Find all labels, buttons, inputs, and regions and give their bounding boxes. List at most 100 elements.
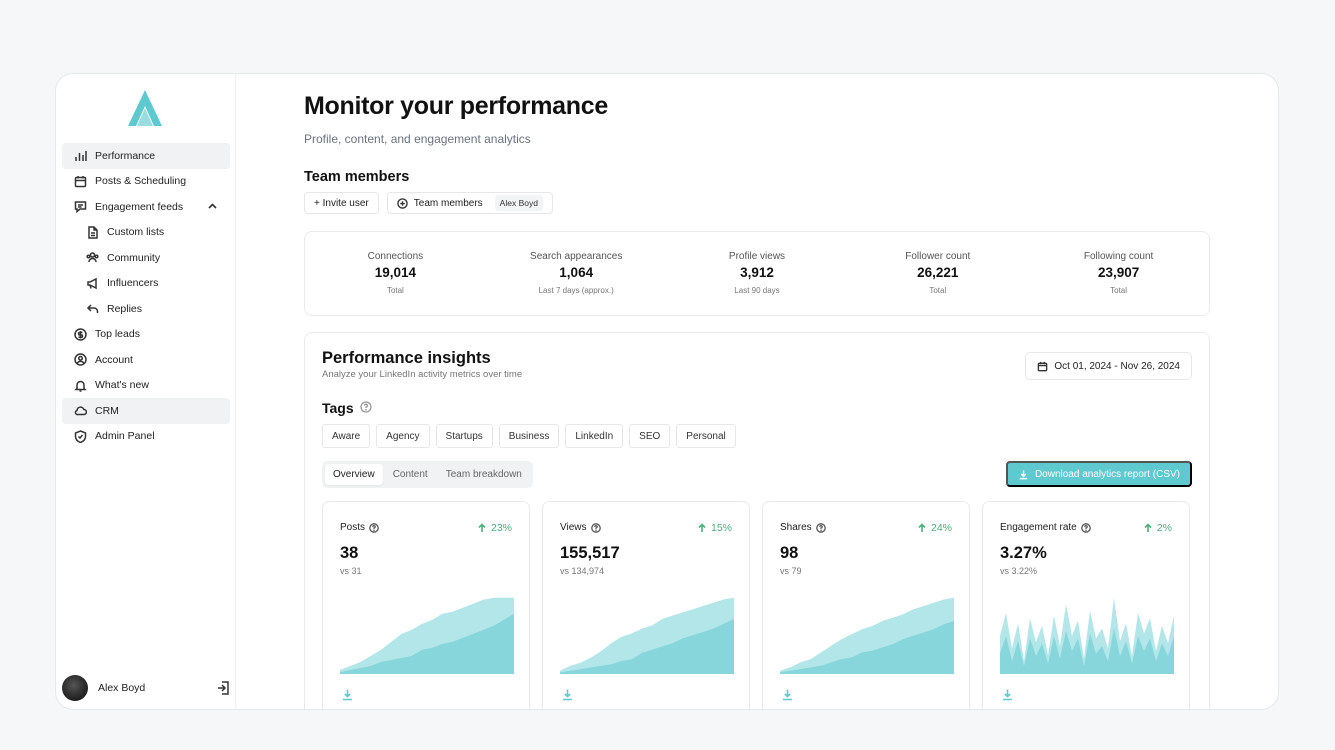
metric-card-posts: Posts 23% 38 vs 31 [322, 501, 530, 709]
metric-cards: Posts 23% 38 vs 31 Views 15% 155,517 vs 134,974… [322, 501, 1190, 709]
chevron-up-icon[interactable] [207, 201, 218, 212]
sidebar-item-community[interactable]: Community [62, 245, 230, 271]
metric-value: 98 [780, 544, 799, 562]
page-subtitle: Profile, content, and engagement analyti… [304, 132, 531, 146]
tag-personal[interactable]: Personal [676, 424, 736, 448]
sidebar-item-custom-lists[interactable]: Custom lists [62, 220, 230, 246]
metric-comparison: vs 3.22% [1000, 566, 1038, 576]
stat-value: 3,912 [740, 265, 774, 280]
sidebar-item-what-s-new[interactable]: What's new [62, 373, 230, 399]
metric-label-group: Shares [780, 522, 826, 533]
arrow-up-icon [1144, 523, 1152, 532]
user-profile[interactable]: Alex Boyd [62, 673, 232, 703]
avatar[interactable] [62, 675, 88, 701]
sidebar-item-admin-panel[interactable]: Admin Panel [62, 424, 230, 450]
stat-sub: Total [1110, 286, 1128, 295]
tab-content[interactable]: Content [392, 469, 428, 480]
sidebar-item-label: Top leads [95, 328, 140, 341]
calendar-icon [1038, 361, 1048, 371]
download-report-button[interactable]: Download analytics report (CSV) [1005, 461, 1192, 487]
tag-startups[interactable]: Startups [435, 424, 493, 448]
area-series-2 [560, 618, 734, 674]
delta-value: 15% [710, 522, 732, 534]
metric-delta: 23% [477, 522, 512, 534]
tag-aware[interactable]: Aware [322, 424, 371, 448]
tag-seo[interactable]: SEO [629, 424, 671, 448]
help-icon[interactable] [590, 522, 601, 533]
metric-delta: 2% [1143, 522, 1172, 534]
tab-overview[interactable]: Overview [325, 464, 383, 485]
help-icon[interactable] [1080, 522, 1091, 533]
brand-logo[interactable] [126, 88, 164, 130]
sidebar-item-influencers[interactable]: Influencers [62, 271, 230, 297]
profile-stats: Connections 19,014 Total Search appearances… [304, 231, 1210, 316]
sidebar-item-label: Influencers [107, 277, 159, 290]
sidebar-item-label: Custom lists [107, 226, 165, 239]
date-range-label: Oct 01, 2024 - Nov 26, 2024 [1054, 360, 1180, 372]
tag-business[interactable]: Business [498, 424, 560, 448]
metric-label: Posts [340, 522, 366, 533]
metric-label: Views [560, 522, 587, 533]
stat-label: Connections [367, 251, 424, 262]
tag-linkedin[interactable]: LinkedIn [565, 424, 624, 448]
tags-title: Tags [322, 400, 354, 416]
date-range-picker[interactable]: Oct 01, 2024 - Nov 26, 2024 [1025, 352, 1192, 380]
metric-area-chart [560, 597, 734, 674]
sidebar-item-account[interactable]: Account [62, 347, 230, 373]
stat-label: Following count [1083, 251, 1154, 262]
stat-follower-count: Follower count 26,221 Total [847, 232, 1028, 315]
download-icon[interactable] [781, 688, 794, 701]
chat-icon [74, 200, 87, 214]
metric-card-shares: Shares 24% 98 vs 79 [762, 501, 970, 709]
area-series-2 [340, 613, 514, 674]
sidebar-item-top-leads[interactable]: Top leads [62, 322, 230, 348]
arrow-up-icon [698, 523, 706, 532]
logout-icon[interactable] [216, 680, 232, 696]
sidebar-item-crm[interactable]: CRM [62, 398, 230, 424]
download-report-label: Download analytics report (CSV) [1034, 468, 1180, 480]
user-name: Alex Boyd [98, 682, 146, 694]
metric-label-group: Engagement rate [1000, 522, 1091, 533]
sidebar-item-engagement-feeds[interactable]: Engagement feeds [62, 194, 230, 220]
sidebar-item-performance[interactable]: Performance [62, 143, 230, 169]
tag-agency[interactable]: Agency [376, 424, 430, 448]
metric-value: 155,517 [560, 544, 620, 562]
metric-comparison: vs 79 [780, 566, 802, 576]
tab-team-breakdown[interactable]: Team breakdown [445, 469, 522, 480]
insights-tabs: Overview Content Team breakdown [322, 461, 533, 488]
metric-comparison: vs 31 [340, 566, 362, 576]
help-icon[interactable] [354, 400, 372, 416]
reply-icon [86, 302, 99, 315]
invite-user-button[interactable]: + Invite user [304, 192, 379, 214]
cloud-icon [74, 404, 87, 417]
download-icon[interactable] [1001, 688, 1014, 701]
sidebar-item-replies[interactable]: Replies [62, 296, 230, 322]
stat-label: Profile views [728, 251, 786, 262]
metric-value: 3.27% [1000, 544, 1047, 562]
metric-label-group: Posts [340, 522, 379, 533]
download-icon[interactable] [561, 688, 574, 701]
help-icon[interactable] [815, 522, 826, 533]
stat-profile-views: Profile views 3,912 Last 90 days [667, 232, 848, 315]
performance-insights: Performance insights Analyze your Linked… [304, 332, 1210, 709]
sidebar-item-label: Community [107, 251, 161, 264]
metric-area-chart [340, 597, 514, 674]
bar-chart-icon [74, 149, 87, 162]
stat-sub: Total [386, 286, 404, 295]
team-section-title: Team members [304, 169, 410, 185]
team-members-button[interactable]: Team members Alex Boyd [386, 192, 553, 214]
download-icon[interactable] [341, 688, 354, 701]
insights-title: Performance insights [322, 349, 491, 367]
stat-label: Follower count [905, 251, 971, 262]
metric-label: Shares [780, 522, 812, 533]
tag-list: Aware Agency Startups Business LinkedIn SEO Pe… [322, 424, 736, 448]
stat-following-count: Following count 23,907 Total [1028, 232, 1209, 315]
help-icon[interactable] [369, 522, 379, 533]
metric-label-group: Views [560, 522, 601, 533]
megaphone-icon [86, 277, 99, 290]
sidebar-item-label: CRM [95, 404, 119, 417]
document-icon [86, 226, 99, 239]
stat-sub: Last 90 days [734, 286, 780, 295]
sidebar-item-posts-scheduling[interactable]: Posts & Scheduling [62, 169, 230, 195]
arrow-up-icon [918, 523, 926, 532]
